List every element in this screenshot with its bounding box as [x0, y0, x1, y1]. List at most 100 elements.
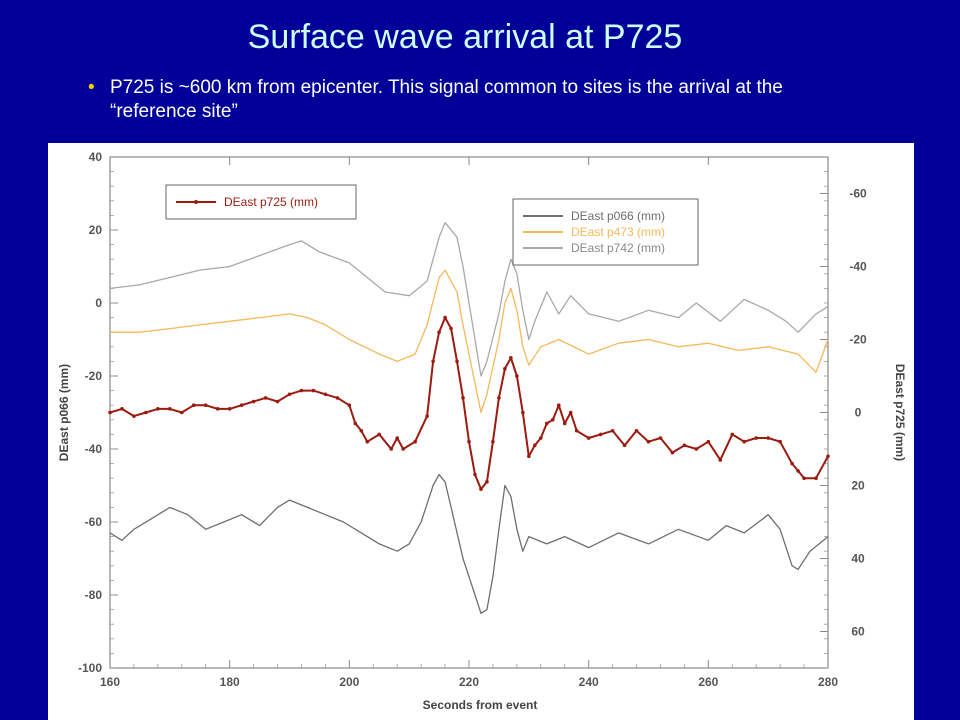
data-point-deast-p725-mm: [203, 403, 208, 408]
data-point-deast-p725-mm: [622, 443, 627, 448]
series-line-deast-p066-mm: [109, 473, 829, 614]
data-point-deast-p725-mm: [425, 414, 429, 418]
data-point-deast-p725-mm: [353, 421, 358, 426]
data-point-deast-p725-mm: [108, 410, 112, 415]
y-left-tick-label: 0: [95, 296, 102, 310]
data-point-deast-p725-mm: [533, 443, 537, 448]
data-point-deast-p725-mm: [646, 439, 651, 444]
y-left-tick-label: -80: [85, 588, 103, 602]
data-point-deast-p725-mm: [562, 421, 567, 426]
data-point-deast-p725-mm: [144, 410, 148, 415]
series-line-deast-p473-mm: [110, 269, 829, 414]
data-point-deast-p725-mm: [461, 396, 465, 400]
data-point-deast-p725-mm: [215, 407, 220, 411]
data-point-deast-p725-mm: [401, 447, 405, 451]
data-point-deast-p725-mm: [467, 439, 471, 444]
series-line-deast-p725-mm: [109, 316, 829, 491]
data-point-deast-p725-mm: [802, 476, 806, 481]
data-point-deast-p725-mm: [790, 461, 794, 466]
bullet-point: • P725 is ~600 km from epicenter. This s…: [88, 76, 868, 124]
data-point-deast-p725-mm: [120, 407, 124, 411]
data-point-deast-p725-mm: [718, 458, 723, 462]
data-point-deast-p725-mm: [365, 439, 370, 444]
y-right-tick-label: 0: [855, 406, 862, 420]
data-point-deast-p725-mm: [479, 487, 483, 491]
legend-layer: DEast p725 (mm) DEast p066 (mm) DEast p473…: [165, 184, 699, 266]
x-tick-label: 260: [698, 675, 718, 689]
data-point-deast-p725-mm: [227, 407, 232, 411]
data-point-deast-p725-mm: [168, 407, 172, 411]
y-right-tick-label: -60: [849, 187, 867, 201]
bullet-text: P725 is ~600 km from epicenter. This sig…: [110, 77, 783, 122]
x-tick-label: 280: [818, 675, 838, 689]
y-left-axis-title: DEast p066 (mm): [57, 364, 71, 461]
data-point-deast-p725-mm: [431, 359, 435, 364]
data-point-deast-p725-mm: [658, 436, 663, 440]
data-point-deast-p725-mm: [634, 428, 639, 433]
data-point-deast-p725-mm: [299, 388, 304, 393]
line-chart: DEast p725 (mm) DEast p066 (mm) DEast p473…: [57, 150, 907, 712]
y-right-tick-label: 40: [851, 552, 865, 566]
data-point-deast-p725-mm: [682, 443, 687, 448]
data-point-deast-p725-mm: [598, 432, 603, 437]
data-point-deast-p725-mm: [485, 480, 489, 484]
data-point-deast-p725-mm: [515, 374, 519, 378]
legend-label: DEast p742 (mm): [571, 241, 665, 255]
y-right-tick-label: 20: [851, 479, 865, 493]
bullet-dot-icon: •: [88, 77, 95, 98]
data-point-deast-p725-mm: [574, 428, 579, 433]
legend-label: DEast p473 (mm): [571, 225, 665, 239]
data-point-deast-p725-mm: [413, 439, 417, 444]
data-point-deast-p725-mm: [539, 436, 543, 440]
data-point-deast-p725-mm: [814, 476, 818, 481]
data-point-deast-p725-mm: [778, 439, 782, 444]
chart-frame: [109, 156, 829, 669]
data-point-deast-p725-mm: [550, 418, 555, 422]
data-point-deast-p725-mm: [251, 399, 256, 404]
series-line-deast-p742-mm: [109, 222, 829, 377]
data-point-deast-p725-mm: [766, 436, 770, 440]
y-right-tick-label: -40: [849, 260, 867, 274]
data-point-deast-p725-mm: [347, 403, 352, 408]
data-point-deast-p725-mm: [180, 410, 184, 415]
data-point-deast-p725-mm: [826, 454, 830, 459]
x-tick-label: 240: [579, 675, 599, 689]
data-point-deast-p725-mm: [610, 428, 615, 433]
series-layer: [108, 222, 830, 614]
data-point-deast-p725-mm: [437, 330, 441, 334]
data-point-deast-p725-mm: [503, 366, 507, 371]
slide-title: Surface wave arrival at P725: [247, 18, 683, 56]
data-point-deast-p725-mm: [694, 447, 699, 451]
y-right-axis-title: DEast p725 (mm): [893, 364, 907, 461]
y-left-tick-label: -60: [85, 515, 103, 529]
data-point-deast-p725-mm: [473, 472, 477, 477]
x-axis-title: Seconds from event: [423, 698, 538, 712]
y-left-tick-label: 40: [89, 150, 103, 164]
data-point-deast-p725-mm: [527, 454, 531, 459]
data-point-deast-p725-mm: [706, 439, 711, 444]
data-point-deast-p725-mm: [586, 436, 591, 440]
data-point-deast-p725-mm: [395, 436, 400, 440]
data-point-deast-p725-mm: [730, 432, 735, 437]
legend-box: [512, 198, 699, 266]
data-point-deast-p725-mm: [132, 414, 136, 418]
y-left-tick-label: 20: [89, 223, 103, 237]
data-point-deast-p725-mm: [544, 421, 549, 426]
data-point-deast-p725-mm: [311, 388, 316, 393]
data-point-deast-p725-mm: [191, 403, 196, 408]
data-point-deast-p725-mm: [263, 396, 268, 400]
data-point-deast-p725-mm: [156, 407, 160, 411]
data-point-deast-p725-mm: [796, 469, 800, 473]
data-point-deast-p725-mm: [455, 359, 459, 364]
data-point-deast-p725-mm: [239, 403, 244, 408]
data-point-deast-p725-mm: [670, 450, 675, 455]
data-point-deast-p725-mm: [449, 326, 453, 331]
legend-label: DEast p725 (mm): [224, 195, 318, 209]
data-point-deast-p725-mm: [275, 399, 280, 404]
data-point-deast-p725-mm: [556, 403, 561, 408]
data-point-deast-p725-mm: [568, 410, 573, 415]
axis-labels: 160 180 200 220 240 260 28040200-20-40-60-80-1…: [57, 150, 907, 712]
data-point-deast-p725-mm: [491, 439, 495, 444]
x-tick-label: 200: [339, 675, 359, 689]
x-tick-label: 180: [220, 675, 240, 689]
